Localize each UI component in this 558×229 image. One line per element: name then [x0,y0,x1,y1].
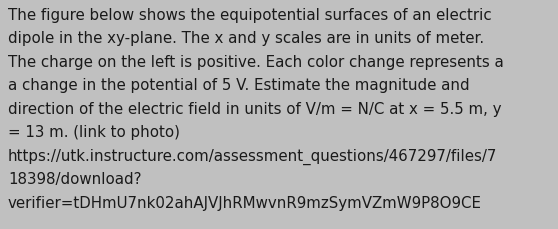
Text: direction of the electric field in units of V/m = N/C at x = 5.5 m, y: direction of the electric field in units… [8,101,502,117]
Text: = 13 m. (link to photo): = 13 m. (link to photo) [8,125,180,140]
Text: 18398/download?: 18398/download? [8,172,142,187]
Text: https://utk.instructure.com/assessment_questions/467297/files/7: https://utk.instructure.com/assessment_q… [8,148,497,164]
Text: The charge on the left is positive. Each color change represents a: The charge on the left is positive. Each… [8,55,504,70]
Text: a change in the potential of 5 V. Estimate the magnitude and: a change in the potential of 5 V. Estima… [8,78,470,93]
Text: dipole in the xy-plane. The x and y scales are in units of meter.: dipole in the xy-plane. The x and y scal… [8,31,484,46]
Text: The figure below shows the equipotential surfaces of an electric: The figure below shows the equipotential… [8,8,492,23]
Text: verifier=tDHmU7nk02ahAJVJhRMwvnR9mzSymVZmW9P8O9CE: verifier=tDHmU7nk02ahAJVJhRMwvnR9mzSymVZ… [8,195,482,210]
